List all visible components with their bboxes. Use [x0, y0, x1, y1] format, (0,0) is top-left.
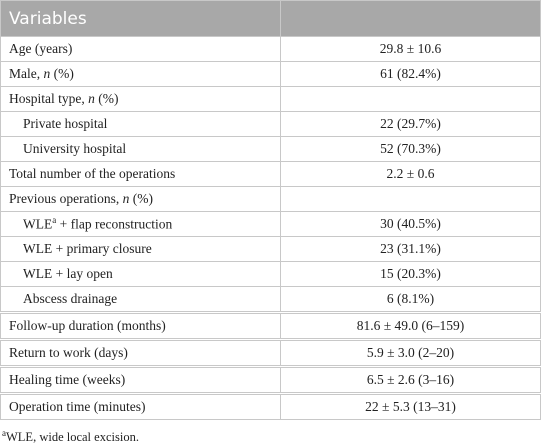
row-label: Previous operations, n (%): [0, 186, 281, 212]
table-row: University hospital 52 (70.3%): [0, 136, 541, 162]
table-row: Abscess drainage 6 (8.1%): [0, 286, 541, 313]
label-text: Follow-up duration (months): [9, 318, 166, 333]
row-label: Total number of the operations: [0, 161, 281, 187]
footnote-marker: a: [2, 428, 6, 438]
label-text: Return to work (days): [9, 345, 128, 360]
table-row: Return to work (days) 5.9 ± 3.0 (2–20): [0, 338, 541, 367]
row-value: 30 (40.5%): [280, 211, 541, 237]
label-text: n: [43, 66, 51, 81]
row-value: 22 ± 5.3 (13–31): [280, 392, 541, 420]
row-label: Return to work (days): [0, 338, 281, 367]
row-label: University hospital: [0, 136, 281, 162]
row-value: 6 (8.1%): [280, 286, 541, 313]
row-label: Private hospital: [0, 111, 281, 137]
label-text: n: [88, 91, 95, 106]
row-value: 15 (20.3%): [280, 261, 541, 287]
table-row: WLE + lay open 15 (20.3%): [0, 261, 541, 287]
row-value: 29.8 ± 10.6: [280, 36, 541, 62]
label-text: (%): [50, 66, 74, 81]
label-text: + flap reconstruction: [56, 216, 173, 232]
row-value: 5.9 ± 3.0 (2–20): [280, 338, 541, 367]
label-text: Private hospital: [23, 116, 108, 131]
label-text: WLE + lay open: [23, 266, 113, 281]
table-row: Male, n (%) 61 (82.4%): [0, 61, 541, 87]
table-row: Total number of the operations 2.2 ± 0.6: [0, 161, 541, 187]
label-text: WLE: [23, 216, 53, 232]
row-value: 81.6 ± 49.0 (6–159): [280, 311, 541, 340]
label-text: WLE + primary closure: [23, 241, 152, 256]
label-text: (%): [94, 91, 119, 106]
row-label: Age (years): [0, 36, 281, 62]
row-value: 22 (29.7%): [280, 111, 541, 137]
table-row: Healing time (weeks) 6.5 ± 2.6 (3–16): [0, 365, 541, 394]
table-body: Age (years) 29.8 ± 10.6 Male, n (%) 61 (82.…: [0, 36, 541, 420]
table-row: Operation time (minutes) 22 ± 5.3 (13–31): [0, 392, 541, 420]
label-text: University hospital: [23, 141, 127, 156]
label-text: Abscess drainage: [23, 291, 118, 306]
label-text: Previous operations,: [9, 191, 123, 206]
header-blank: [280, 0, 541, 37]
data-table: Variables Age (years) 29.8 ± 10.6 Male, n …: [0, 0, 541, 420]
row-value: 61 (82.4%): [280, 61, 541, 87]
footnote: aWLE, wide local excision.: [2, 428, 542, 445]
row-label: WLEa + flap reconstruction: [0, 211, 281, 237]
label-text: Total number of the operations: [9, 166, 176, 181]
row-label: Abscess drainage: [0, 286, 281, 313]
row-label: Male, n (%): [0, 61, 281, 87]
footnote-text: WLE, wide local excision.: [6, 430, 139, 445]
row-value: 6.5 ± 2.6 (3–16): [280, 365, 541, 394]
row-label: WLE + lay open: [0, 261, 281, 287]
row-value: 23 (31.1%): [280, 236, 541, 262]
table-row: Private hospital 22 (29.7%): [0, 111, 541, 137]
row-label: Healing time (weeks): [0, 365, 281, 394]
row-label: Operation time (minutes): [0, 392, 281, 420]
table-row: Previous operations, n (%): [0, 186, 541, 212]
table-row: Age (years) 29.8 ± 10.6: [0, 36, 541, 62]
header-title: Variables: [0, 0, 281, 37]
table-row: Hospital type, n (%): [0, 86, 541, 112]
label-text: Hospital type,: [9, 91, 89, 106]
label-text: n: [122, 191, 130, 206]
label-text: a: [52, 215, 57, 226]
row-label: WLE + primary closure: [0, 236, 281, 262]
label-text: Healing time (weeks): [9, 372, 126, 387]
row-value: [280, 186, 541, 212]
row-value: 2.2 ± 0.6: [280, 161, 541, 187]
label-text: Age (years): [9, 41, 73, 56]
header-row: Variables: [0, 0, 541, 37]
table-row: WLE + primary closure 23 (31.1%): [0, 236, 541, 262]
label-text: (%): [129, 191, 153, 206]
label-text: Operation time (minutes): [9, 399, 146, 414]
label-text: Male,: [9, 66, 44, 81]
row-value: [280, 86, 541, 112]
row-value: 52 (70.3%): [280, 136, 541, 162]
row-label: Follow-up duration (months): [0, 311, 281, 340]
table-row: WLEa + flap reconstruction 30 (40.5%): [0, 211, 541, 237]
table-row: Follow-up duration (months) 81.6 ± 49.0 (…: [0, 311, 541, 340]
row-label: Hospital type, n (%): [0, 86, 281, 112]
